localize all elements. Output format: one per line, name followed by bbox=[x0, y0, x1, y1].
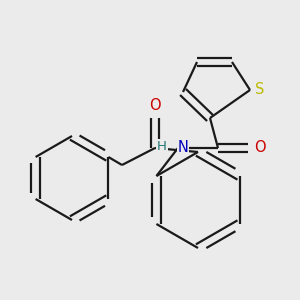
Text: N: N bbox=[178, 140, 188, 155]
Text: S: S bbox=[255, 82, 265, 98]
Text: O: O bbox=[254, 140, 266, 155]
Text: O: O bbox=[149, 98, 161, 113]
Text: H: H bbox=[157, 140, 167, 152]
